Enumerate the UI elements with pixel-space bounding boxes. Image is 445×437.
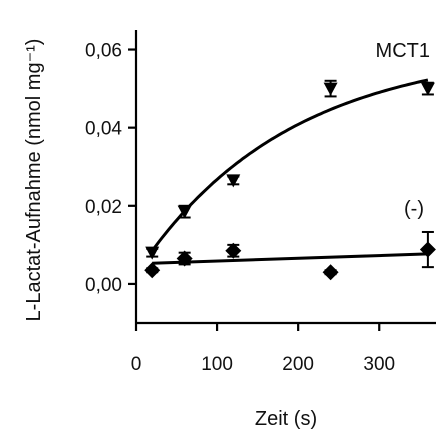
y-tick-label: 0,02 — [85, 197, 122, 218]
x-tick-label: 300 — [363, 354, 395, 375]
data-point-series-0 — [177, 205, 192, 219]
data-point-series-0 — [323, 82, 338, 96]
x-tick-label: 100 — [201, 354, 233, 375]
x-ticks: 0 100 200 300 — [131, 323, 395, 375]
series-label-control: (-) — [404, 198, 424, 220]
data-point-series-1 — [144, 262, 161, 279]
error-bars — [146, 79, 434, 276]
data-point-series-0 — [420, 82, 435, 96]
fit-line-series-0 — [151, 78, 429, 252]
x-tick-label: 200 — [282, 354, 314, 375]
fit-lines — [151, 78, 429, 265]
data-points — [144, 82, 436, 281]
x-tick-label: 0 — [131, 354, 142, 375]
data-point-series-1 — [225, 242, 242, 259]
y-axis: 0,00 0,02 0,04 0,06 — [85, 30, 138, 323]
y-axis-label: L-Lactat-Aufnahme (nmol mg⁻¹) — [23, 39, 45, 322]
data-point-series-0 — [145, 246, 160, 260]
fit-line-series-1 — [152, 252, 428, 265]
x-axis: 0 100 200 300 — [131, 321, 436, 375]
data-point-series-1 — [419, 241, 436, 258]
y-tick-label: 0,06 — [85, 41, 122, 62]
data-point-series-0 — [226, 174, 241, 188]
x-axis-label: Zeit (s) — [255, 408, 317, 430]
y-tick-label: 0,04 — [85, 119, 122, 140]
series-label-mct1: MCT1 — [376, 40, 430, 62]
y-ticks: 0,00 0,02 0,04 0,06 — [85, 41, 136, 296]
data-point-series-1 — [176, 250, 193, 267]
y-tick-label: 0,00 — [85, 275, 122, 296]
data-point-series-1 — [322, 264, 339, 281]
